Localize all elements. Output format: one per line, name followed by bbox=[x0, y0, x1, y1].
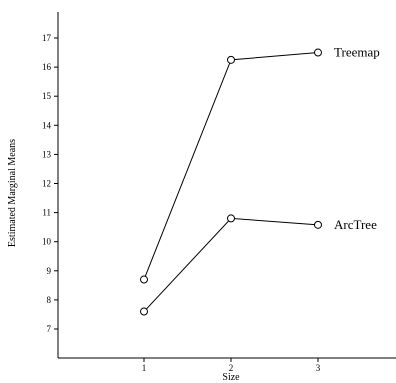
y-tick-label: 10 bbox=[42, 237, 52, 247]
series-arctree: ArcTree bbox=[140, 214, 377, 316]
data-point-treemap bbox=[227, 55, 235, 64]
x-tick-label: 3 bbox=[316, 363, 321, 373]
series-line-treemap bbox=[143, 52, 319, 280]
y-tick-label: 9 bbox=[47, 266, 52, 276]
y-axis-title: Estimated Marginal Means bbox=[7, 139, 18, 247]
data-point-treemap bbox=[314, 48, 322, 57]
y-tick-label: 8 bbox=[47, 295, 52, 305]
series-label-treemap: Treemap bbox=[334, 45, 380, 60]
y-tick-label: 13 bbox=[42, 149, 52, 159]
y-tick-label: 11 bbox=[42, 208, 51, 218]
data-point-treemap bbox=[140, 275, 148, 284]
series-treemap: Treemap bbox=[140, 45, 380, 284]
y-tick-label: 7 bbox=[47, 324, 52, 334]
y-tick-label: 15 bbox=[42, 91, 52, 101]
series-label-arctree: ArcTree bbox=[334, 217, 377, 232]
y-tick-label: 14 bbox=[42, 120, 52, 130]
data-point-arctree bbox=[140, 307, 148, 316]
series-group: Treemap ArcTree bbox=[140, 45, 380, 316]
data-point-arctree bbox=[227, 214, 235, 223]
data-point-arctree bbox=[314, 220, 322, 229]
y-ticks: 7 8 9 10 11 12 13 14 15 16 17 bbox=[42, 33, 58, 334]
y-tick-label: 17 bbox=[42, 33, 52, 43]
x-tick-label: 1 bbox=[142, 363, 147, 373]
axes bbox=[57, 12, 396, 359]
x-axis-title: Size bbox=[222, 372, 240, 383]
y-tick-label: 16 bbox=[42, 62, 52, 72]
x-ticks: 1 2 3 bbox=[142, 358, 321, 373]
series-line-arctree bbox=[143, 217, 319, 312]
x-tick-label: 2 bbox=[229, 363, 234, 373]
y-tick-label: 12 bbox=[42, 179, 51, 189]
